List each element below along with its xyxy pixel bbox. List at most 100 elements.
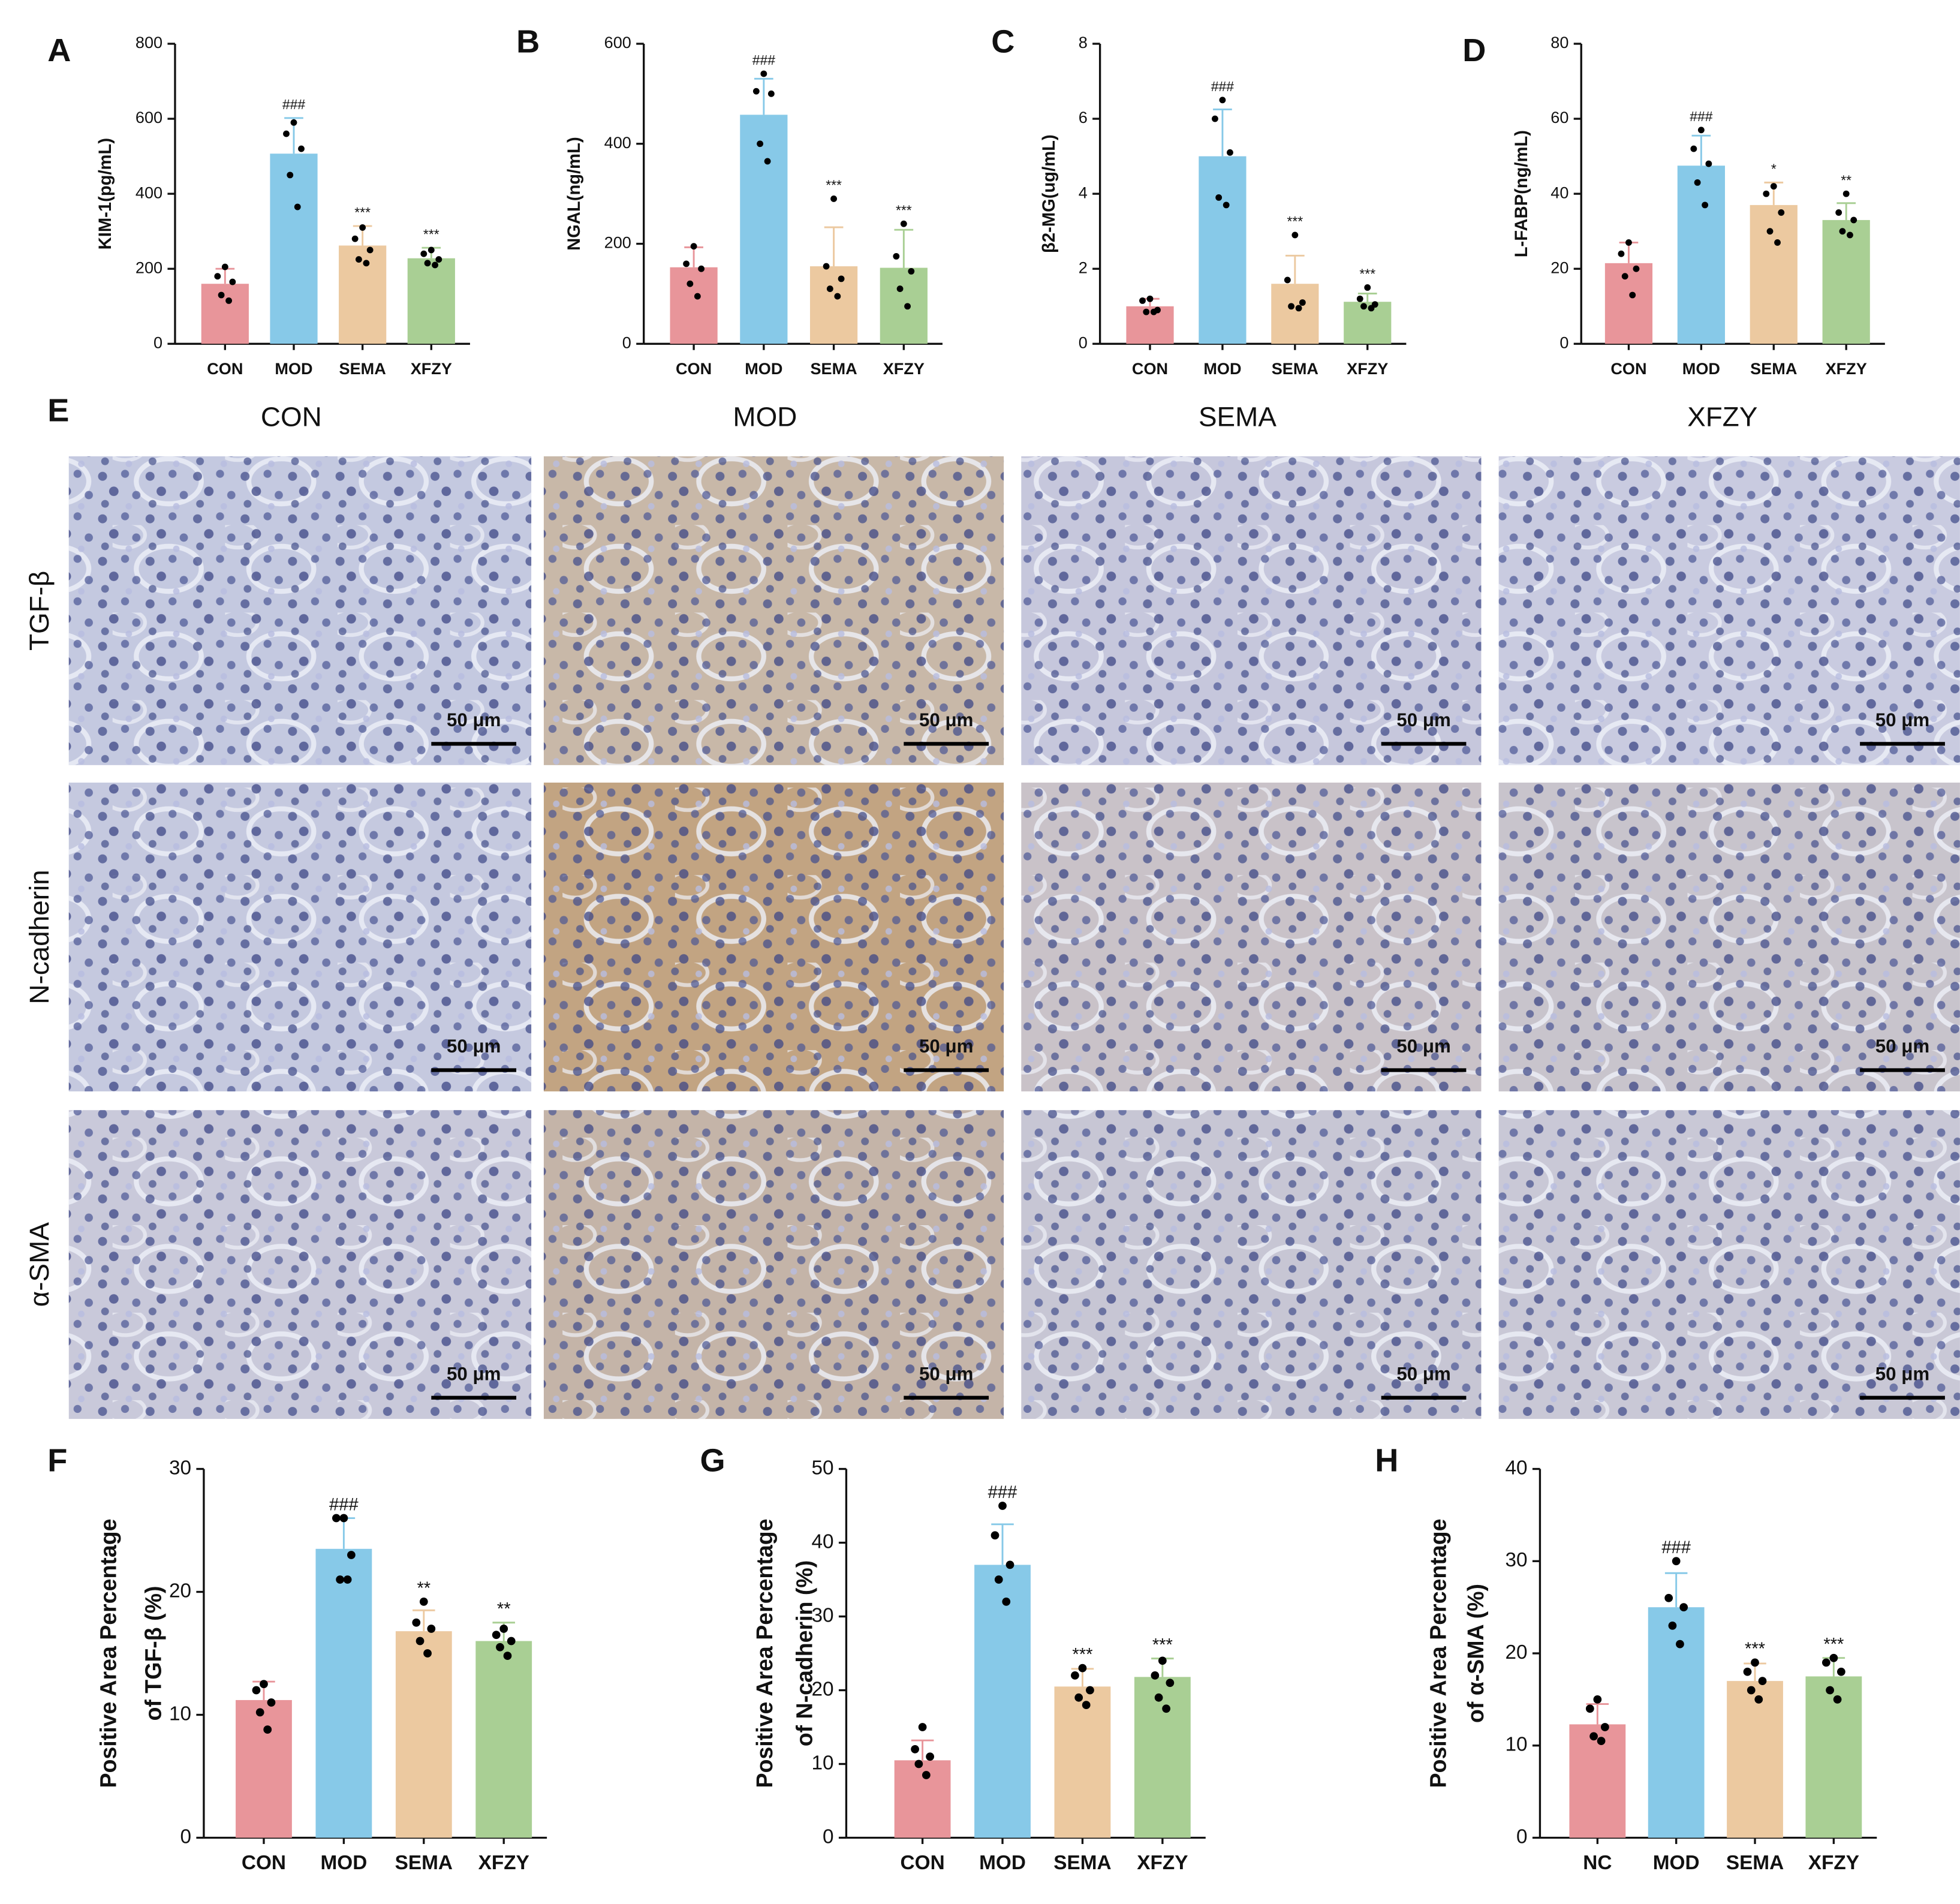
y-axis-label: of α-SMA (%) (1463, 1584, 1488, 1723)
y-tick-label: 60 (1550, 108, 1568, 127)
data-point (1839, 228, 1846, 235)
bar (1199, 156, 1247, 344)
data-point (290, 119, 297, 126)
significance-label: *** (896, 202, 912, 218)
nuclei-texture (1498, 1110, 1960, 1419)
data-point (1597, 1737, 1606, 1745)
data-point (499, 1625, 508, 1633)
data-point (1356, 295, 1363, 302)
error-bar (1213, 108, 1232, 157)
y-tick-label: 400 (136, 183, 162, 201)
data-point (1146, 295, 1154, 302)
scale-bar-label: 50 μm (919, 1036, 973, 1057)
scale-bar-label: 50 μm (919, 1363, 973, 1384)
y-axis-label: of TGF-β (%) (141, 1586, 166, 1721)
data-point (1223, 201, 1230, 209)
data-point (1778, 209, 1785, 216)
data-point (1299, 299, 1306, 306)
data-point (1139, 297, 1146, 304)
x-tick-label: XFZY (1808, 1852, 1859, 1874)
data-point (347, 1551, 356, 1559)
data-point (1585, 1704, 1594, 1713)
data-point (507, 1637, 516, 1646)
error-bar (911, 1739, 934, 1761)
x-tick-label: SEMA (1726, 1852, 1784, 1874)
bar (1750, 204, 1798, 344)
data-point (823, 263, 830, 270)
error-bar (1664, 1572, 1688, 1608)
data-point (990, 1531, 999, 1540)
data-point (994, 1575, 1003, 1584)
nuclei-texture (1021, 456, 1482, 765)
y-axis-label: KIM-1(pg/mL) (96, 138, 115, 249)
data-point (1836, 1667, 1845, 1676)
data-point (1770, 183, 1777, 190)
y-tick-label: 80 (1550, 33, 1568, 52)
data-point (416, 1637, 424, 1646)
bar (740, 115, 788, 344)
y-tick-label: 10 (1506, 1734, 1528, 1756)
error-bar (1836, 202, 1856, 220)
data-point (911, 1745, 919, 1753)
scale-bar-label: 50 μm (447, 1363, 501, 1384)
y-tick-label: 0 (1516, 1825, 1528, 1848)
data-point (1227, 149, 1233, 156)
data-point (366, 246, 374, 254)
data-point (1629, 291, 1636, 299)
data-point (1291, 231, 1299, 239)
data-point (1071, 1671, 1079, 1680)
data-point (1690, 145, 1697, 152)
scale-bar-label: 50 μm (447, 1036, 501, 1057)
scale-bar-label: 50 μm (1396, 1036, 1450, 1057)
data-point (1295, 305, 1302, 312)
scale-bar-label: 50 μm (447, 709, 501, 730)
data-point (1284, 276, 1291, 284)
x-tick-label: CON (207, 359, 243, 378)
x-tick-label: MOD (979, 1852, 1026, 1874)
data-point (339, 1514, 348, 1523)
data-point (1833, 1695, 1842, 1704)
y-axis-label: Positive Area Percentage (1426, 1519, 1451, 1788)
y-tick-label: 10 (811, 1752, 833, 1774)
y-tick-label: 200 (136, 258, 162, 276)
bar (1054, 1686, 1111, 1838)
x-tick-label: CON (1132, 359, 1168, 378)
significance-label: ### (1661, 1538, 1691, 1557)
data-point (1086, 1686, 1094, 1695)
x-tick-label: MOD (1653, 1852, 1700, 1874)
row-label: N-cadherin (23, 870, 55, 1004)
significance-label: *** (1287, 213, 1303, 229)
data-point (432, 261, 438, 269)
x-tick-label: NC (1583, 1852, 1612, 1874)
y-tick-label: 200 (604, 233, 631, 252)
data-point (757, 140, 764, 148)
x-tick-label: XFZY (478, 1852, 529, 1874)
data-point (1360, 303, 1367, 310)
data-point (419, 1598, 428, 1606)
bar (315, 1548, 372, 1838)
scale-bar-label: 50 μm (1396, 1363, 1450, 1384)
y-tick-label: 30 (1506, 1549, 1528, 1571)
error-bar (894, 228, 914, 268)
error-bar (754, 77, 773, 115)
data-point (263, 1725, 272, 1734)
significance-label: ** (417, 1579, 430, 1598)
data-point (752, 88, 760, 95)
nuclei-texture (68, 783, 532, 1091)
bar (880, 267, 928, 344)
data-point (412, 1618, 421, 1627)
data-point (1763, 190, 1770, 197)
data-point (1150, 308, 1157, 315)
data-point (1754, 1695, 1763, 1704)
x-tick-label: SEMA (810, 359, 857, 378)
significance-label: *** (1152, 1635, 1173, 1655)
data-point (287, 172, 294, 179)
x-tick-label: XFZY (411, 359, 452, 378)
y-tick-label: 8 (1079, 33, 1088, 52)
scale-bar-label: 50 μm (1875, 1036, 1929, 1057)
data-point (1747, 1686, 1756, 1695)
data-point (1664, 1593, 1673, 1602)
data-point (1288, 303, 1295, 310)
